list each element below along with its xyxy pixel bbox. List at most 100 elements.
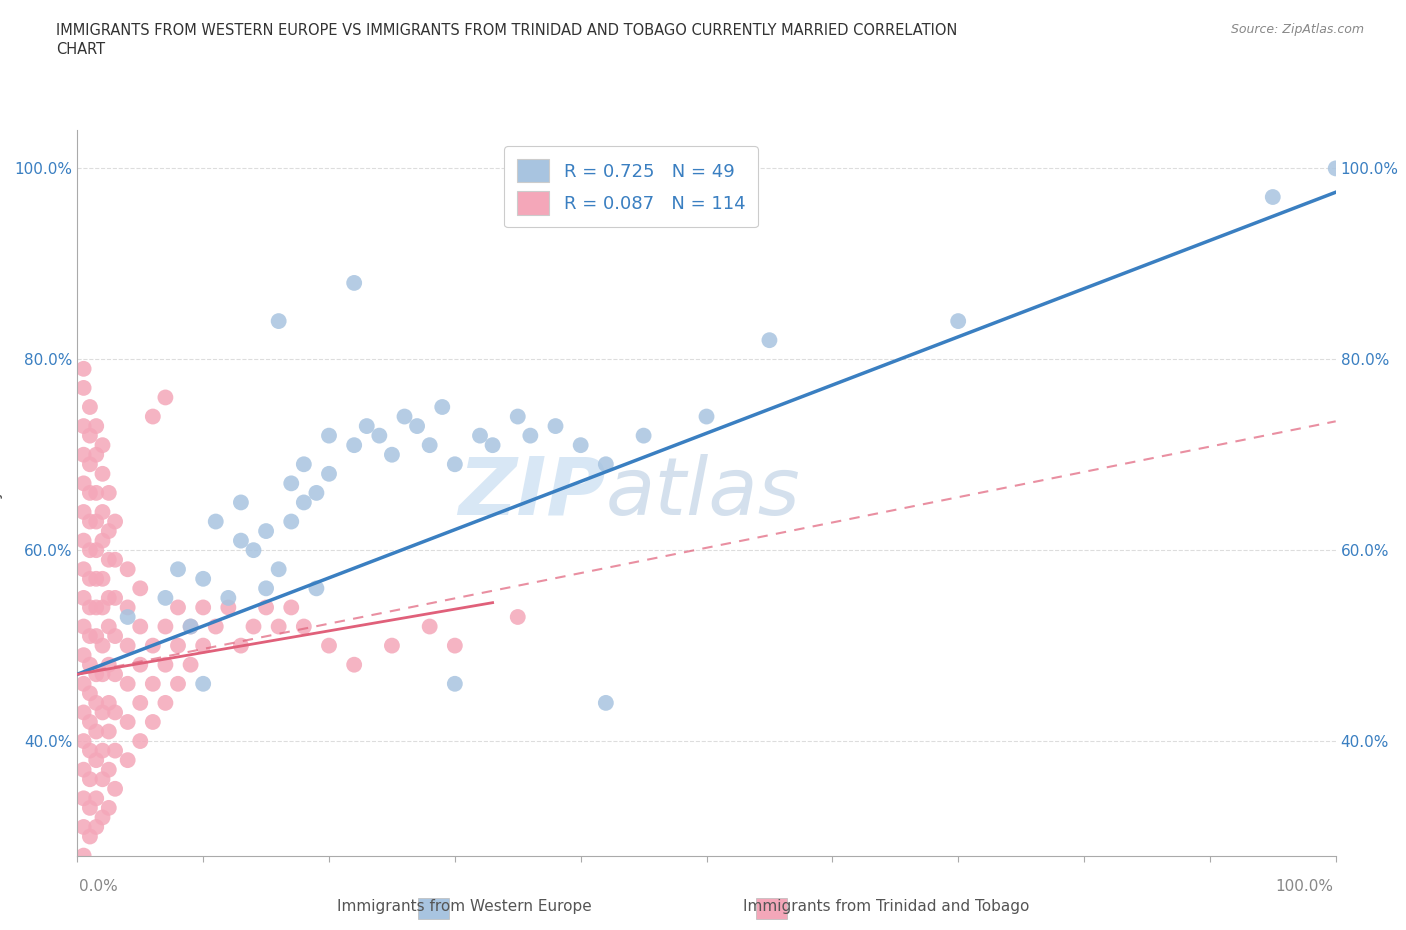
Point <box>91 533 114 548</box>
Text: atlas: atlas <box>606 454 800 532</box>
Point <box>117 752 139 767</box>
Point <box>142 676 165 691</box>
Point <box>91 466 114 481</box>
Point <box>84 447 107 462</box>
Point <box>254 524 277 538</box>
Point <box>97 619 120 634</box>
Point <box>79 600 101 615</box>
Point <box>468 428 491 443</box>
Point <box>142 409 165 424</box>
Point <box>242 619 264 634</box>
Point <box>292 457 315 472</box>
Point <box>72 705 94 720</box>
Point <box>267 619 290 634</box>
Point <box>97 591 120 605</box>
Point <box>267 562 290 577</box>
Point <box>419 619 441 634</box>
Point <box>97 763 120 777</box>
Point <box>280 600 302 615</box>
Point <box>1261 190 1284 205</box>
Point <box>104 591 127 605</box>
Point <box>79 658 101 672</box>
Point <box>79 686 101 701</box>
Point <box>204 514 226 529</box>
Point <box>117 562 139 577</box>
Point <box>79 772 101 787</box>
Point <box>129 696 152 711</box>
Point <box>167 638 190 653</box>
Point <box>142 714 165 729</box>
Point <box>696 409 718 424</box>
Text: CHART: CHART <box>56 42 105 57</box>
Point <box>318 428 340 443</box>
Point <box>519 428 541 443</box>
Point <box>91 571 114 586</box>
Point <box>104 667 127 682</box>
Point <box>267 313 290 328</box>
Point <box>72 380 94 395</box>
Point <box>180 658 202 672</box>
Point <box>97 658 120 672</box>
Point <box>72 647 94 662</box>
Point <box>305 581 328 596</box>
Point <box>84 790 107 805</box>
Text: Source: ZipAtlas.com: Source: ZipAtlas.com <box>1230 23 1364 36</box>
Point <box>72 619 94 634</box>
Point <box>419 438 441 453</box>
Point <box>104 552 127 567</box>
Point <box>432 400 454 415</box>
Point <box>84 819 107 834</box>
Point <box>356 418 378 433</box>
Point <box>84 724 107 739</box>
Y-axis label: Currently Married: Currently Married <box>0 420 3 565</box>
Point <box>506 609 529 624</box>
Point <box>104 705 127 720</box>
Point <box>117 714 139 729</box>
Point <box>97 485 120 500</box>
Point <box>91 810 114 825</box>
Point <box>91 638 114 653</box>
Legend: R = 0.725   N = 49, R = 0.087   N = 114: R = 0.725 N = 49, R = 0.087 N = 114 <box>505 147 758 227</box>
Point <box>254 600 277 615</box>
Point <box>381 638 404 653</box>
Point <box>129 581 152 596</box>
Point <box>180 619 202 634</box>
Point <box>191 676 215 691</box>
Point <box>72 676 94 691</box>
Point <box>167 676 190 691</box>
Point <box>229 495 252 510</box>
Point <box>180 619 202 634</box>
Point <box>91 667 114 682</box>
Point <box>91 505 114 520</box>
Point <box>242 543 264 558</box>
Point <box>72 734 94 749</box>
Point <box>292 619 315 634</box>
Text: 0.0%: 0.0% <box>79 879 118 894</box>
Point <box>91 705 114 720</box>
Point <box>91 743 114 758</box>
Point <box>72 418 94 433</box>
Point <box>104 743 127 758</box>
Point <box>167 600 190 615</box>
Point <box>142 638 165 653</box>
Point <box>544 418 567 433</box>
Point <box>191 600 215 615</box>
Point <box>79 543 101 558</box>
Point <box>79 829 101 844</box>
Point <box>406 418 429 433</box>
Point <box>91 772 114 787</box>
Point <box>191 571 215 586</box>
Point <box>79 571 101 586</box>
Point <box>318 638 340 653</box>
Point <box>72 476 94 491</box>
Point <box>72 763 94 777</box>
Point <box>97 696 120 711</box>
Point <box>129 619 152 634</box>
Point <box>97 724 120 739</box>
Point <box>381 447 404 462</box>
Point <box>72 790 94 805</box>
Point <box>84 667 107 682</box>
Point <box>117 638 139 653</box>
Point <box>72 591 94 605</box>
Text: 100.0%: 100.0% <box>1275 879 1333 894</box>
